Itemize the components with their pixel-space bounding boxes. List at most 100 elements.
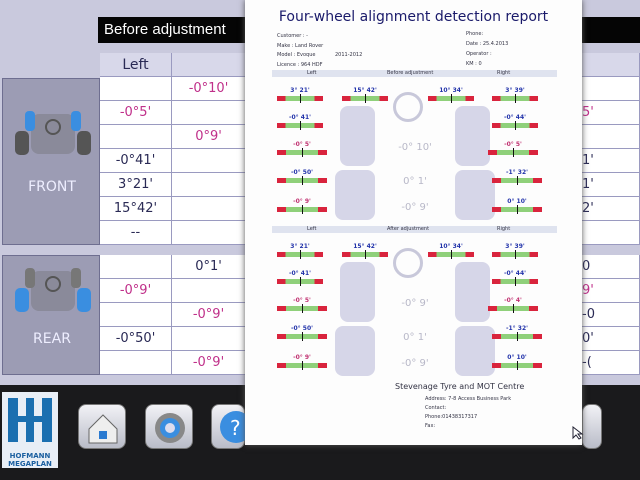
gauge-bar [492,121,538,130]
gauge-needle [517,361,518,370]
operator: Operator : [466,51,492,57]
gauge-needle [300,277,301,286]
table-cell-partial [582,125,640,149]
front-axle-panel[interactable]: FRONT [2,78,100,245]
gauge-needle [515,94,516,103]
table-cell [172,149,246,173]
gauge-value: -1° 32' [506,169,528,176]
column-header-left: Left [100,53,172,77]
table-cell [172,327,246,351]
table-cell [172,173,246,197]
gauge-needle [365,250,366,259]
steering-wheel-icon [393,92,423,122]
gauge-bar [428,94,474,103]
section-title: After adjustment [387,226,430,232]
gauge-needle [515,250,516,259]
gauge-value: -0° 44' [504,114,526,121]
rear-car-icon [15,268,91,312]
left-rear-wheel [335,326,375,376]
gauge-needle [300,250,301,259]
before-section-header: Left Before adjustment Right [272,70,557,77]
table-cell-partial: 9' [582,279,640,303]
section-left-label: Left [307,226,317,232]
right-front-wheel [455,262,490,322]
gauge-value: 15° 42' [353,87,377,94]
table-cell: -- [100,221,172,245]
gauge-value: 15° 42' [353,243,377,250]
gauge-bar [492,205,542,214]
gauge-bar [277,94,323,103]
phone: Phone: [466,31,484,37]
gauge-needle [302,148,303,157]
center-value: 0° 1' [403,176,427,187]
section-right-label: Right [497,226,511,232]
km: KM : 0 [466,61,482,67]
steering-wheel-icon [393,248,423,278]
gauge-bar [428,250,474,259]
shop-fax: Fax: [425,423,436,429]
table-cell-partial: -0 [582,303,640,327]
report-preview: Four-wheel alignment detection report Cu… [245,0,582,445]
gauge-bar [492,361,542,370]
gauge-needle [365,94,366,103]
gauge-value: 3° 21' [290,87,310,94]
table-cell: 15°42' [100,197,172,221]
gauge-value: 3° 39' [505,243,525,250]
gauge-bar [277,277,323,286]
gauge-bar [488,304,538,313]
gauge-bar [342,250,388,259]
right-rear-wheel [455,326,495,376]
table-cell-partial: 2' [582,197,640,221]
rear-axle-panel[interactable]: REAR [2,255,100,375]
gauge-needle [515,121,516,130]
help-icon: ? [220,411,252,443]
gauge-needle [302,205,303,214]
gauge-needle [302,304,303,313]
table-cell [100,351,172,375]
section-right-label: Right [497,70,511,76]
table-cell: -0°5' [100,101,172,125]
shop-contact: Contact: [425,405,447,411]
gauge-value: -0° 9' [293,354,311,361]
shop-address: Address: 7-8 Access Business Park [425,396,512,402]
gauge-needle [513,148,514,157]
section-left-label: Left [307,70,317,76]
table-cell [172,221,246,245]
center-value: 0° 1' [403,332,427,343]
table-cell: -0°9' [172,351,246,375]
gauge-bar [277,205,327,214]
right-rear-wheel [455,170,495,220]
table-cell: -0°41' [100,149,172,173]
left-front-wheel [340,262,375,322]
gauge-value: -1° 32' [506,325,528,332]
table-cell [172,279,246,303]
gauge-value: -0° 9' [293,198,311,205]
model-years: 2011-2012 [335,52,363,58]
gauge-needle [302,361,303,370]
table-cell-partial: 0' [582,327,640,351]
table-cell [100,125,172,149]
shop-phone: Phone:01438317317 [425,414,478,420]
gauge-value: -0° 50' [291,325,313,332]
gauge-bar [342,94,388,103]
svg-text:?: ? [230,416,241,440]
help-button[interactable]: ? [211,404,252,449]
table-cell-partial: 1' [582,173,640,197]
gauge-needle [451,250,452,259]
home-button[interactable] [78,404,126,449]
gauge-needle [517,176,518,185]
section-title: Before adjustment [387,70,434,76]
gauge-needle [300,121,301,130]
gauge-value: -0° 5' [293,297,311,304]
toolbar-button-right[interactable] [582,404,602,449]
table-cell: -0°9' [172,303,246,327]
table-cell [172,101,246,125]
report-title: Four-wheel alignment detection report [278,9,549,25]
settings-button[interactable] [145,404,193,449]
shop-name: Stevenage Tyre and MOT Centre [395,382,525,391]
gauge-bar [277,332,327,341]
gauge-value: 10° 34' [439,87,463,94]
gauge-bar [277,304,327,313]
table-cell-partial: -( [582,351,640,375]
table-cell [100,77,172,101]
